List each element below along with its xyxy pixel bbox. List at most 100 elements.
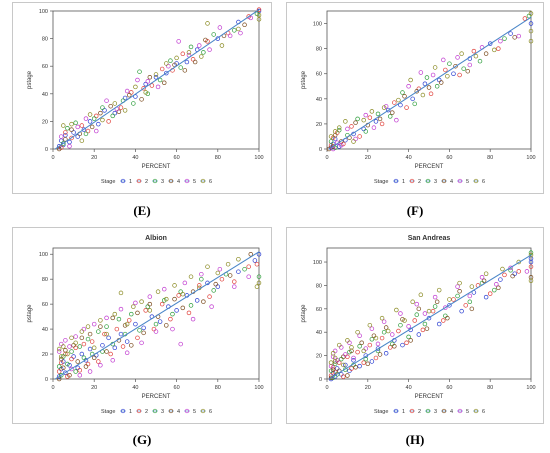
data-point-stage-2 bbox=[81, 341, 87, 347]
data-point-stage-5 bbox=[381, 319, 387, 324]
legend-entry-label: 2 bbox=[145, 179, 148, 185]
data-point-stage-5 bbox=[406, 84, 411, 89]
data-point-stage-4 bbox=[141, 330, 146, 336]
data-point-stage-2 bbox=[451, 297, 456, 302]
data-point-stage-2 bbox=[106, 119, 111, 124]
data-point-stage-2 bbox=[502, 272, 507, 278]
data-point-stage-3 bbox=[56, 364, 62, 369]
data-point-stage-6 bbox=[172, 283, 177, 288]
data-point-stage-5 bbox=[197, 43, 202, 48]
data-point-stage-4 bbox=[213, 281, 218, 287]
data-point-stage-4 bbox=[416, 306, 422, 312]
y-tick-label: 60 bbox=[316, 307, 322, 313]
legend-entry-label: 1 bbox=[129, 409, 132, 415]
data-point-stage-6 bbox=[330, 351, 336, 356]
data-point-stage-6 bbox=[361, 348, 366, 354]
data-point-stage-6 bbox=[69, 121, 74, 127]
data-point-stage-4 bbox=[98, 110, 103, 116]
data-point-stage-6 bbox=[69, 335, 74, 341]
legend-entry-label: 2 bbox=[418, 409, 421, 415]
legend-entry-label: 1 bbox=[402, 409, 405, 415]
data-point-stage-6 bbox=[420, 92, 426, 98]
data-point-stage-1 bbox=[508, 31, 513, 36]
scatter-panel-f: 0 20 40 60 80 100 0 20 40 60 80 100 PERCENT pstage Sta… bbox=[286, 2, 544, 194]
data-point-stage-2 bbox=[349, 124, 354, 129]
scatter-chart-g: Albion 0 20 40 60 80 100 0 20 40 60 80 100 PERCENT pst… bbox=[27, 235, 264, 415]
data-point-stage-2 bbox=[232, 279, 237, 284]
data-point-stage-3 bbox=[375, 111, 381, 117]
data-point-stage-5 bbox=[443, 305, 448, 310]
data-point-stage-1 bbox=[252, 258, 258, 263]
data-point-stage-6 bbox=[236, 26, 241, 32]
data-point-stage-6 bbox=[85, 324, 91, 329]
y-axis-label: pstage bbox=[301, 70, 307, 89]
y-tick-label: 20 bbox=[42, 119, 48, 125]
data-point-stage-4 bbox=[248, 251, 254, 257]
data-point-stage-6 bbox=[153, 72, 159, 77]
data-point-stage-5 bbox=[147, 294, 153, 299]
data-point-stage-5 bbox=[339, 345, 344, 350]
data-point-stage-1 bbox=[410, 96, 415, 102]
data-point-stage-4 bbox=[129, 343, 134, 348]
data-point-stage-3 bbox=[96, 329, 101, 334]
data-point-stage-6 bbox=[58, 354, 64, 359]
data-point-stage-6 bbox=[61, 123, 66, 128]
data-point-stage-2 bbox=[168, 316, 173, 322]
data-point-stage-5 bbox=[104, 98, 109, 103]
data-point-stage-3 bbox=[211, 288, 216, 293]
y-tick-label: 40 bbox=[316, 330, 322, 336]
data-point-stage-6 bbox=[418, 292, 424, 298]
data-point-stage-3 bbox=[528, 250, 534, 255]
data-point-stage-3 bbox=[334, 372, 340, 377]
data-point-stage-6 bbox=[457, 280, 462, 286]
data-point-stage-3 bbox=[137, 69, 142, 74]
data-point-stage-4 bbox=[371, 333, 377, 338]
x-tick-label: 0 bbox=[51, 155, 54, 161]
data-point-stage-3 bbox=[390, 341, 395, 347]
y-tick-label: 0 bbox=[319, 147, 322, 153]
data-point-stage-3 bbox=[170, 311, 175, 317]
data-point-stage-6 bbox=[164, 296, 169, 302]
data-point-stage-4 bbox=[83, 364, 89, 369]
data-point-stage-1 bbox=[351, 358, 356, 363]
data-point-stage-2 bbox=[355, 349, 360, 355]
data-point-stage-4 bbox=[75, 359, 80, 364]
data-point-stage-4 bbox=[104, 349, 109, 354]
data-point-stage-3 bbox=[434, 84, 440, 89]
data-point-stage-2 bbox=[151, 326, 157, 332]
data-point-stage-2 bbox=[430, 308, 436, 314]
data-point-stage-3 bbox=[110, 113, 115, 119]
data-point-stage-1 bbox=[67, 139, 72, 145]
data-point-stage-6 bbox=[408, 77, 413, 83]
data-point-stage-5 bbox=[155, 84, 161, 90]
x-tick-label: 0 bbox=[51, 385, 54, 391]
data-point-stage-2 bbox=[186, 310, 192, 316]
legend-marker bbox=[441, 408, 447, 414]
data-point-stage-4 bbox=[139, 97, 144, 102]
data-point-stage-4 bbox=[203, 37, 208, 43]
data-point-stage-5 bbox=[371, 125, 377, 130]
data-point-stage-2 bbox=[126, 318, 132, 323]
data-point-stage-5 bbox=[357, 333, 362, 338]
data-point-stage-6 bbox=[332, 355, 338, 361]
data-point-stage-5 bbox=[498, 38, 503, 44]
data-point-stage-6 bbox=[492, 47, 497, 53]
data-point-stage-6 bbox=[180, 291, 186, 297]
data-point-stage-6 bbox=[528, 252, 534, 258]
data-point-stage-5 bbox=[81, 326, 87, 332]
data-point-stage-1 bbox=[79, 351, 85, 357]
data-point-stage-6 bbox=[361, 117, 366, 123]
data-point-stage-2 bbox=[420, 327, 426, 333]
data-point-stage-4 bbox=[392, 343, 397, 349]
data-point-stage-1 bbox=[436, 77, 442, 83]
data-point-stage-5 bbox=[124, 350, 130, 356]
data-point-stage-3 bbox=[492, 287, 497, 293]
data-point-stage-4 bbox=[91, 355, 97, 361]
data-point-stage-5 bbox=[98, 363, 103, 368]
data-point-stage-6 bbox=[98, 318, 103, 323]
data-point-stage-2 bbox=[428, 91, 434, 97]
data-point-stage-4 bbox=[424, 326, 430, 331]
data-point-stage-5 bbox=[110, 358, 115, 363]
y-tick-label: 20 bbox=[316, 122, 322, 128]
legend-marker bbox=[473, 178, 479, 184]
